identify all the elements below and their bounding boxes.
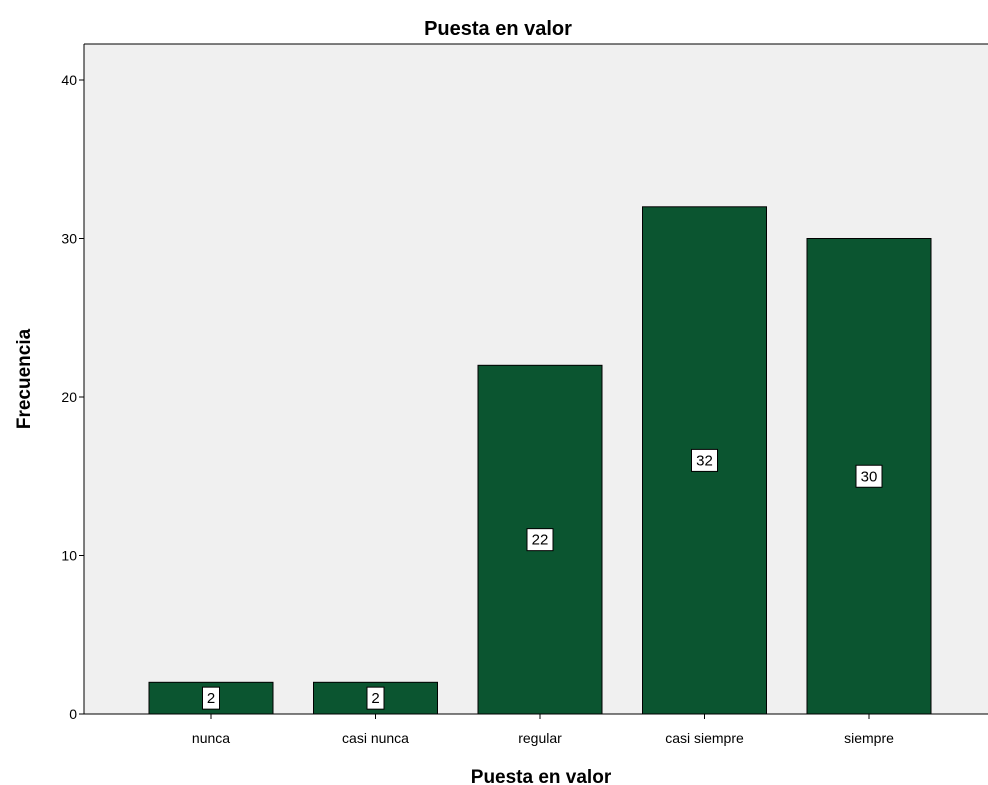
x-tick-label: casi siempre: [665, 730, 744, 746]
y-tick-label: 20: [61, 389, 77, 405]
chart-title: Puesta en valor: [424, 18, 572, 40]
data-label-box: [691, 448, 718, 472]
data-label-box: [855, 464, 883, 488]
data-label-box: [202, 686, 220, 710]
ticks-group: 0 10 20 30 40 nunca casi nunca regular casi siem…: [61, 72, 894, 746]
x-axis-title: Puesta en valor: [471, 767, 612, 785]
data-label-box: [526, 528, 554, 552]
data-label: 30: [861, 468, 878, 485]
y-tick-label: 30: [61, 231, 77, 247]
data-label: 22: [532, 532, 549, 549]
x-tick-label: casi nunca: [342, 730, 409, 746]
data-label-box: [366, 686, 385, 710]
y-axis-title: Frecuencia: [14, 328, 35, 429]
x-tick-label: regular: [518, 730, 562, 746]
data-label: 2: [371, 690, 379, 707]
y-tick-label: 10: [61, 548, 77, 564]
x-tick-label: nunca: [192, 730, 230, 746]
data-label: 2: [207, 690, 215, 707]
y-tick-label: 40: [61, 72, 77, 88]
x-tick-label: siempre: [844, 730, 894, 746]
y-tick-label: 0: [69, 706, 77, 722]
data-label: 32: [696, 452, 713, 469]
